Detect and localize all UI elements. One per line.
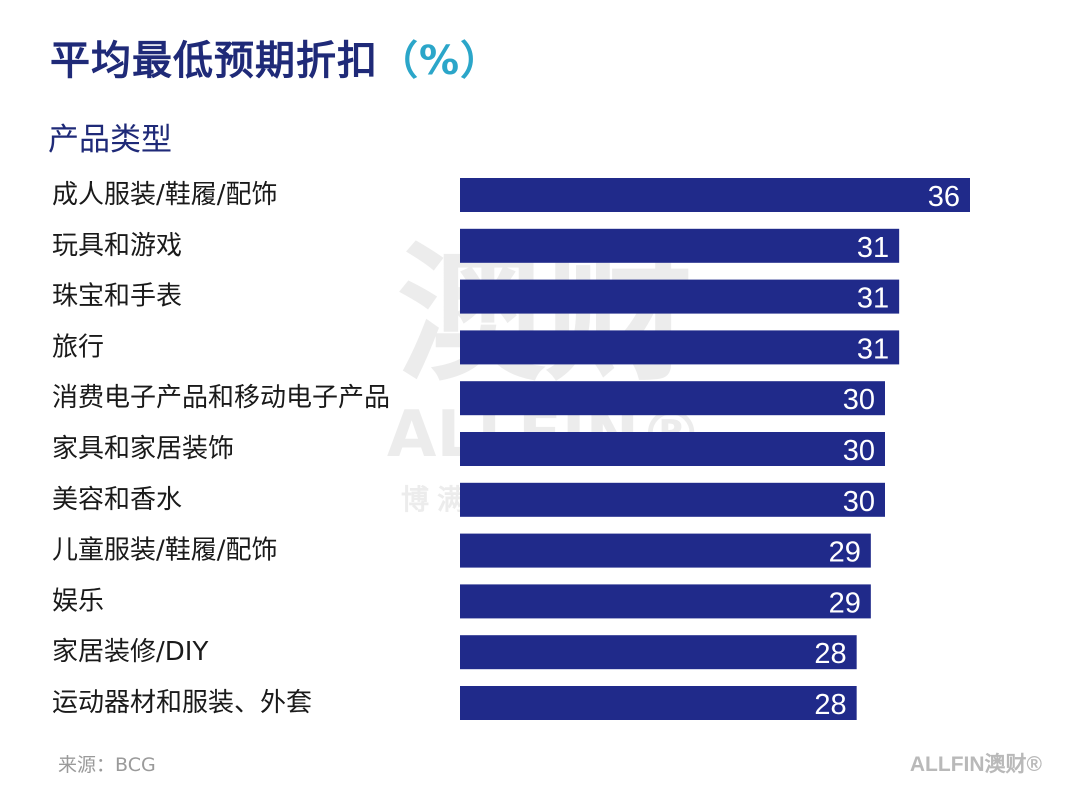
bar-value-label: 31 [857, 232, 889, 264]
category-label: 玩具和游戏 [52, 231, 182, 261]
bar [460, 584, 871, 619]
bar [460, 432, 885, 466]
category-label: 儿童服装/鞋履/配饰 [52, 536, 278, 566]
bar-value-label: 30 [843, 486, 875, 518]
bar [460, 279, 900, 314]
bar-value-label: 28 [814, 689, 846, 721]
brand-logo: ALLFIN澳财® [909, 753, 1042, 776]
bar [460, 330, 900, 365]
category-label: 消费电子产品和移动电子产品 [52, 383, 390, 413]
bar [460, 686, 857, 720]
chart-title: 平均最低预期折扣（%） [50, 28, 501, 86]
bar [460, 533, 871, 568]
bar [460, 482, 885, 517]
bar [460, 178, 970, 212]
category-label: 娱乐 [52, 586, 104, 616]
bar-value-label: 28 [814, 638, 846, 670]
bar-value-label: 29 [829, 587, 861, 619]
bar-value-label: 31 [857, 283, 889, 315]
bar-value-label: 31 [857, 333, 889, 365]
chart-title-unit: （%） [378, 38, 502, 84]
category-label: 运动器材和服装、外套 [52, 688, 312, 718]
bar-value-label: 30 [843, 384, 875, 416]
chart-title-text: 平均最低预期折扣 [50, 38, 378, 84]
bar-value-label: 36 [928, 181, 960, 213]
bar-value-label: 29 [829, 537, 861, 569]
category-axis-title: 产品类型 [48, 122, 172, 158]
category-label: 美容和香水 [52, 485, 182, 515]
source-note: 来源：BCG [58, 754, 156, 776]
category-label: 珠宝和手表 [52, 282, 182, 312]
bar [460, 635, 857, 670]
category-label: 旅行 [52, 332, 104, 362]
bar [460, 228, 900, 263]
bar [460, 381, 885, 416]
category-label: 家居装修/DIY [52, 637, 208, 667]
bar-value-label: 30 [843, 435, 875, 467]
category-label: 成人服装/鞋履/配饰 [52, 180, 278, 210]
category-label: 家具和家居装饰 [52, 434, 234, 464]
